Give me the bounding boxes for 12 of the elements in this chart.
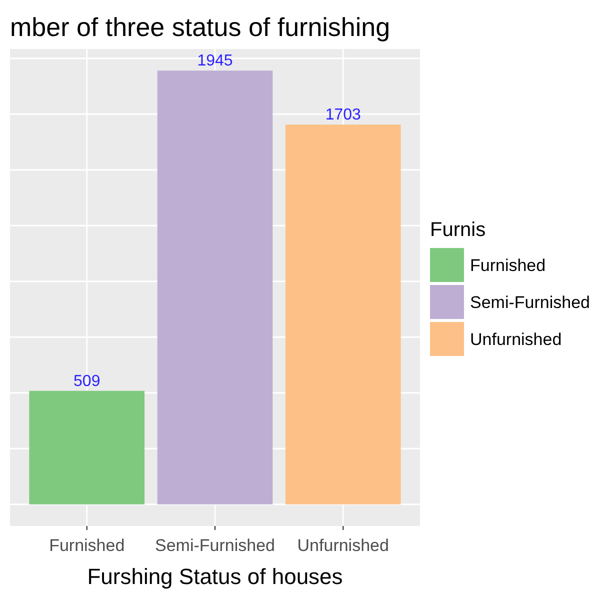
chart-title: mber of three status of furnishing <box>10 12 390 42</box>
x-tick-label: Semi-Furnished <box>155 536 275 555</box>
legend-label: Furnished <box>470 256 546 275</box>
legend-label: Unfurnished <box>470 330 562 349</box>
data-label: 509 <box>74 372 100 390</box>
legend-label: Semi-Furnished <box>470 293 590 312</box>
x-tick-label: Furnished <box>49 536 125 555</box>
x-axis-title: Furshing Status of houses <box>87 564 343 589</box>
data-label: 1945 <box>197 52 233 70</box>
x-tick-label: Unfurnished <box>297 536 389 555</box>
data-label: 1703 <box>325 106 362 124</box>
legend-title: Furnis <box>430 219 486 241</box>
